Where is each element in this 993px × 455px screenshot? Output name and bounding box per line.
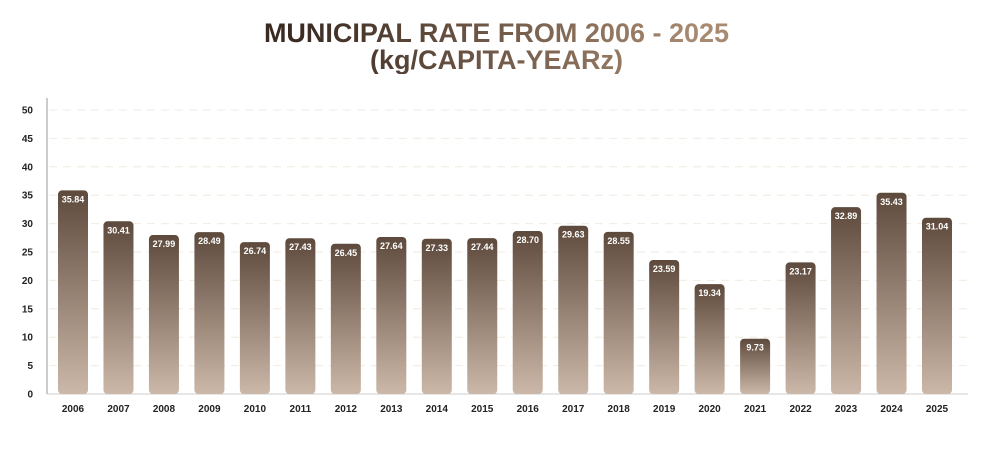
y-tick-label: 25 xyxy=(22,248,34,259)
bar-value-label: 26.74 xyxy=(244,246,267,256)
y-tick-label: 15 xyxy=(22,304,34,315)
x-tick-label: 2018 xyxy=(608,404,631,415)
bar-2015 xyxy=(467,238,498,394)
bar-2008 xyxy=(148,235,179,394)
y-tick-label: 30 xyxy=(22,219,34,230)
bar-2019 xyxy=(649,260,680,394)
bar-2006 xyxy=(58,190,88,394)
bar-value-label: 27.33 xyxy=(426,243,449,253)
bar-value-label: 28.55 xyxy=(607,236,630,246)
x-tick-label: 2019 xyxy=(653,404,676,415)
bar-2020 xyxy=(694,284,725,394)
bar-2022 xyxy=(785,262,816,394)
bar-2024 xyxy=(876,192,907,394)
bar-value-label: 27.44 xyxy=(471,242,494,252)
bar-2016 xyxy=(512,230,543,394)
bar-value-label: 35.43 xyxy=(880,197,903,207)
bar-value-label: 23.17 xyxy=(789,266,812,276)
bar-value-label: 23.59 xyxy=(653,264,676,274)
x-tick-label: 2016 xyxy=(517,404,540,415)
x-tick-label: 2012 xyxy=(335,404,358,415)
x-tick-label: 2013 xyxy=(380,404,403,415)
x-tick-label: 2022 xyxy=(789,404,812,415)
bar-2009 xyxy=(194,232,225,394)
bar-value-label: 27.99 xyxy=(153,239,176,249)
x-tick-label: 2006 xyxy=(62,404,85,415)
x-tick-label: 2007 xyxy=(107,404,130,415)
y-tick-label: 0 xyxy=(27,390,33,401)
x-tick-label: 2021 xyxy=(744,404,767,415)
bar-value-label: 26.45 xyxy=(335,248,358,258)
bar-2007 xyxy=(103,221,134,394)
x-tick-label: 2008 xyxy=(153,404,176,415)
x-tick-label: 2014 xyxy=(426,404,449,415)
bar-2018 xyxy=(603,231,634,394)
bar-2023 xyxy=(831,207,862,394)
x-tick-label: 2020 xyxy=(699,404,722,415)
x-tick-label: 2009 xyxy=(198,404,221,415)
bar-2014 xyxy=(421,238,452,394)
bar-value-label: 30.41 xyxy=(107,225,130,235)
x-tick-label: 2025 xyxy=(926,404,949,415)
bar-value-label: 28.70 xyxy=(516,235,539,245)
bar-value-label: 27.64 xyxy=(380,241,403,251)
x-tick-label: 2017 xyxy=(562,404,585,415)
x-tick-label: 2015 xyxy=(471,404,494,415)
x-tick-label: 2010 xyxy=(244,404,267,415)
bar-2021 xyxy=(740,338,771,394)
bar-value-label: 31.04 xyxy=(926,222,949,232)
bar-2025 xyxy=(922,217,952,394)
bar-value-label: 9.73 xyxy=(746,343,764,353)
y-tick-label: 5 xyxy=(27,361,33,372)
y-tick-label: 40 xyxy=(22,162,34,173)
x-tick-label: 2023 xyxy=(835,404,858,415)
bar-2017 xyxy=(558,225,589,394)
bar-value-label: 29.63 xyxy=(562,230,585,240)
y-tick-label: 45 xyxy=(22,134,34,145)
y-tick-label: 35 xyxy=(22,191,34,202)
x-tick-label: 2011 xyxy=(290,404,312,415)
bar-2013 xyxy=(376,237,407,394)
bar-value-label: 19.34 xyxy=(698,288,721,298)
bar-2012 xyxy=(330,243,361,394)
bar-2010 xyxy=(239,242,270,394)
bar-value-label: 35.84 xyxy=(62,194,85,204)
y-tick-label: 10 xyxy=(22,333,34,344)
x-tick-label: 2024 xyxy=(880,404,903,415)
bar-value-label: 27.43 xyxy=(289,242,312,252)
y-tick-label: 50 xyxy=(22,106,34,117)
y-tick-label: 20 xyxy=(22,276,34,287)
bar-2011 xyxy=(285,238,316,394)
bar-value-label: 28.49 xyxy=(198,236,221,246)
bar-value-label: 32.89 xyxy=(835,211,858,221)
